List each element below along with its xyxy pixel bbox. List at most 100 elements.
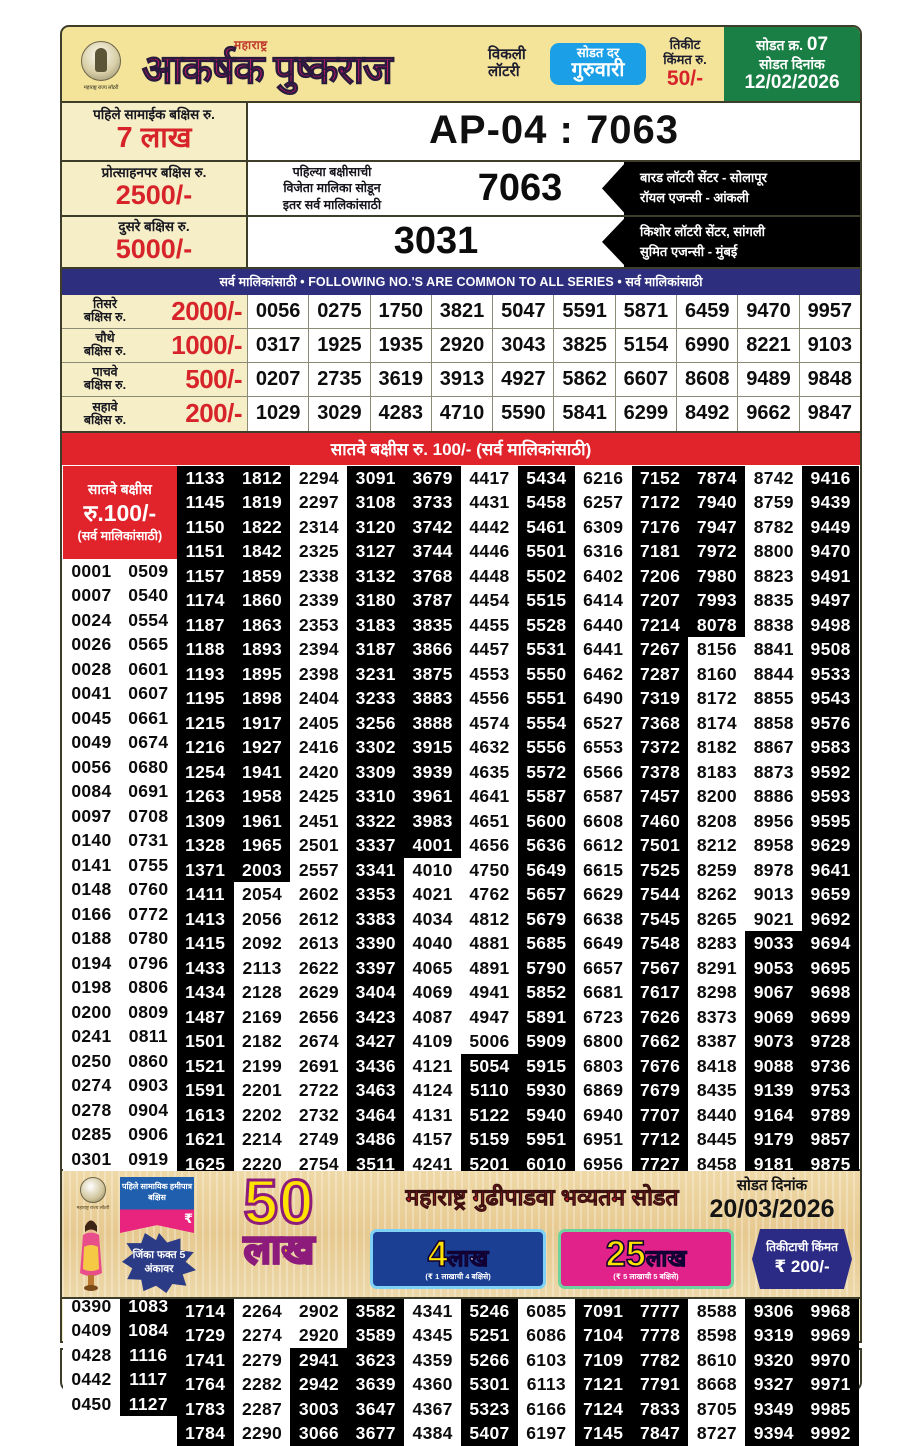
grid-number-cell: 2404 — [290, 686, 348, 711]
tier-number-cell: 6990 — [677, 328, 739, 362]
grid-number-cell: 3961 — [404, 784, 462, 809]
grid-number-cell: 1328 — [176, 833, 234, 858]
prize-tier-label: चौथे बक्षिस रु. 1000/- — [62, 328, 248, 362]
draw-day-value: गुरुवारी — [571, 58, 625, 81]
tier-number-cell: 1925 — [309, 328, 371, 362]
grid-number-cell: 1195 — [176, 686, 234, 711]
grid-number-cell: 7104 — [574, 1323, 632, 1348]
grid-number-cell: 0200 — [63, 999, 120, 1025]
grid-number-cell: 0056 — [63, 754, 120, 780]
grid-column: 8742 8759 8782 8800 8823 8835 8838 8841 8844 8855… — [745, 465, 803, 1446]
grid-number-cell: 0607 — [119, 681, 177, 706]
tier-amount: 200/- — [185, 398, 242, 429]
grid-number-cell: 7833 — [631, 1396, 689, 1422]
grid-number-cell: 5852 — [517, 980, 575, 1005]
tier-number-cell: 0207 — [248, 362, 310, 396]
grid-number-cell: 1961 — [233, 808, 291, 834]
grid-number-cell: 1174 — [176, 588, 234, 613]
consolation-label-line1: प्रोत्साहनपर बक्षिस रु. — [101, 165, 207, 181]
grid-number-cell: 6085 — [517, 1298, 575, 1324]
grid-number-cell: 9439 — [802, 490, 860, 515]
grid-number-cell: 2169 — [233, 1004, 291, 1030]
ad-guarantee-ribbon: पहिले सामायिक हमीपात्र बक्षिस — [120, 1176, 194, 1233]
grid-number-cell: 4345 — [404, 1323, 462, 1348]
tier-number-cell: 9103 — [799, 328, 860, 362]
grid-number-cell: 1487 — [176, 1004, 234, 1030]
tier-name: सहावे बक्षिस रु. — [83, 399, 127, 427]
grid-number-cell: 0450 — [63, 1391, 120, 1417]
grid-column: 6216 6257 6309 6316 6402 6414 6440 6441 6462 6490… — [574, 465, 632, 1446]
grid-number-cell: 8418 — [688, 1053, 746, 1079]
grid-number-cell: 3127 — [347, 539, 405, 564]
grid-number-cell: 3183 — [347, 612, 405, 638]
ticket-price-label2: किंमत रु. — [663, 51, 707, 67]
grid-number-cell: 9088 — [745, 1053, 803, 1079]
grid-number-cell: 2420 — [290, 759, 348, 785]
grid-number-cell: 4359 — [404, 1347, 462, 1373]
grid-number-cell: 2902 — [290, 1298, 348, 1324]
grid-number-cell: 6309 — [574, 514, 632, 540]
grid-number-cell: 7791 — [631, 1372, 689, 1397]
grid-number-cell: 7782 — [631, 1347, 689, 1373]
seventh-label-c: (सर्व मालिकांसाठी) — [77, 528, 163, 543]
lottery-result-sheet: महाराष्ट्र राज्य लॉटरी महाराष्ट्र आकर्षक… — [60, 25, 862, 1446]
grid-number-cell: 2202 — [233, 1102, 291, 1128]
ad-pink-unit: लाख — [645, 1244, 687, 1271]
grid-number-cell: 3983 — [404, 808, 462, 834]
tier-number-cell: 6607 — [615, 362, 678, 396]
grid-number-cell: 2274 — [233, 1323, 291, 1348]
grid-number-cell: 7214 — [631, 612, 689, 638]
tier-number-cell: 6299 — [615, 396, 678, 431]
grid-number-cell: 5531 — [517, 637, 575, 662]
grid-number-cell: 4040 — [404, 931, 462, 956]
grid-number-cell: 2214 — [233, 1127, 291, 1152]
consolation-description: पहिल्या बक्षीसाची विजेता मालिका सोडून इत… — [248, 162, 416, 215]
grid-number-cell: 6800 — [574, 1029, 632, 1054]
tier-amount: 2000/- — [171, 295, 242, 326]
grid-number-cell: 6566 — [574, 759, 632, 785]
grid-number-cell: 4632 — [461, 735, 518, 760]
grid-number-cell: 4001 — [404, 833, 462, 858]
grid-number-cell: 1434 — [176, 980, 234, 1005]
grid-number-cell: 0049 — [63, 730, 120, 755]
grid-number-cell: 8873 — [745, 759, 803, 785]
grid-number-cell: 1812 — [233, 465, 291, 491]
grid-number-cell: 8705 — [688, 1396, 746, 1422]
tier-numbers: 0056 0275 1750 3821 5047 5591 5871 6459 9470 9957 — [248, 294, 860, 328]
grid-number-cell: 9728 — [802, 1029, 860, 1054]
grid-number-cell: 9753 — [802, 1078, 860, 1103]
grid-number-cell: 6440 — [574, 612, 632, 638]
grid-number-cell: 2092 — [233, 931, 291, 956]
tier-number-cell: 9470 — [738, 294, 800, 328]
grid-number-cell: 8855 — [745, 686, 803, 711]
grid-number-cell: 3404 — [347, 980, 405, 1005]
consolation-number: 7063 — [416, 162, 624, 215]
ticket-price-block: तिकीट किंमत रु. 50/- — [646, 27, 724, 101]
grid-number-cell: 2942 — [290, 1372, 348, 1397]
grid-number-cell: 7172 — [631, 490, 689, 515]
grid-number-cell: 5649 — [517, 857, 575, 883]
grid-number-cell: 7121 — [574, 1372, 632, 1397]
tier-number-cell: 0317 — [248, 328, 310, 362]
grid-number-cell: 8212 — [688, 833, 746, 858]
first-prize-label-line2: 7 लाख — [116, 122, 192, 155]
second-prize-label: दुसरे बक्षिस रु. 5000/- — [62, 216, 248, 267]
grid-number-cell: 3066 — [290, 1421, 348, 1446]
grid-number-cell: 3463 — [347, 1078, 405, 1103]
grid-number-cell: 5266 — [461, 1347, 518, 1373]
grid-number-cell: 6527 — [574, 710, 632, 736]
grid-number-cell: 9179 — [745, 1127, 803, 1152]
grid-number-cell: 0691 — [119, 779, 177, 804]
tier-number-cell: 5591 — [554, 294, 616, 328]
prize-tiers-table: तिसरे बक्षिस रु. 2000/- 0056 0275 1750 3821 504… — [60, 294, 862, 433]
grid-column-cells: 7874 7940 7947 7972 7980 7993 8078 8156 8160 8172… — [688, 465, 746, 1446]
grid-column-cells: 3679 3733 3742 3744 3768 3787 3835 3866 3875 3883… — [404, 465, 462, 1446]
grid-number-cell: 1613 — [176, 1102, 234, 1128]
grid-number-cell: 3091 — [347, 465, 405, 491]
grid-number-cell: 9320 — [745, 1347, 803, 1373]
grid-number-cell: 4651 — [461, 808, 518, 834]
grid-number-cell: 3120 — [347, 514, 405, 540]
grid-number-cell: 6441 — [574, 637, 632, 662]
grid-column-cells: 2294 2297 2314 2325 2338 2339 2353 2394 2398 2404… — [290, 465, 348, 1446]
grid-number-cell: 4457 — [461, 637, 518, 662]
